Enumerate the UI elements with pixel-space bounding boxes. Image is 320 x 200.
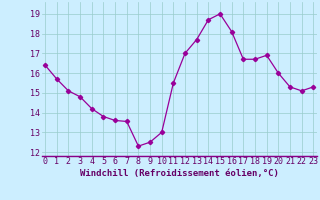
X-axis label: Windchill (Refroidissement éolien,°C): Windchill (Refroidissement éolien,°C) bbox=[80, 169, 279, 178]
